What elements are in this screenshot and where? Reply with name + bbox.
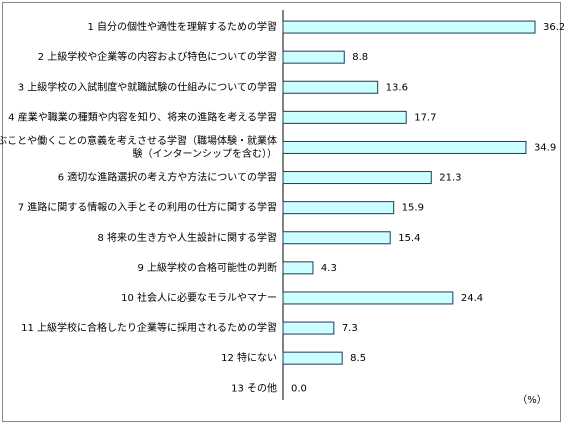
- bar: [282, 201, 395, 215]
- value-label: 8.5: [350, 353, 366, 364]
- bar: [282, 80, 379, 94]
- value-label: 15.9: [402, 203, 424, 214]
- bar: [282, 351, 343, 365]
- unit-label: （%）: [517, 394, 547, 406]
- bar: [282, 261, 314, 275]
- category-label: 6 適切な進路選択の考え方や方法についての学習: [58, 171, 277, 184]
- value-label: 8.8: [352, 52, 368, 63]
- category-label: 10 社会人に必要なモラルやマナー: [121, 291, 277, 304]
- value-label: 0.0: [291, 383, 307, 394]
- bar: [282, 50, 345, 64]
- category-label: 7 進路に関する情報の入手とその利用の仕方に関する学習: [18, 201, 277, 214]
- category-label: 5 学ぶことや働くことの意義を考えさせる学習（職場体験・就業体験（インターンシッ…: [0, 134, 277, 160]
- value-label: 24.4: [461, 293, 483, 304]
- value-label: 15.4: [398, 233, 420, 244]
- value-label: 21.3: [439, 173, 461, 184]
- category-label: 13 その他: [231, 381, 277, 394]
- category-label: 3 上級学校の入試制度や就職試験の仕組みについての学習: [18, 80, 277, 93]
- bar: [282, 321, 335, 335]
- bar: [282, 140, 527, 154]
- value-label: 4.3: [321, 263, 337, 274]
- category-label: 9 上級学校の合格可能性の判断: [137, 261, 277, 274]
- value-label: 34.9: [534, 142, 556, 153]
- bar: [282, 231, 391, 245]
- value-label: 17.7: [414, 112, 436, 123]
- category-label: 4 産業や職業の種類や内容を知り、将来の進路を考える学習: [8, 110, 277, 123]
- frame: [2, 2, 561, 422]
- category-label: 8 将来の生き方や人生設計に関する学習: [97, 231, 277, 244]
- value-label: 7.3: [342, 323, 358, 334]
- value-label: 36.2: [543, 22, 564, 33]
- category-label: 12 特にない: [221, 352, 277, 364]
- bar: [282, 291, 454, 305]
- category-label: 11 上級学校に合格したり企業等に採用されるための学習: [21, 321, 277, 334]
- bar: [282, 110, 407, 124]
- category-label: 1 自分の個性や適性を理解するための学習: [87, 20, 277, 33]
- bar: [282, 20, 536, 34]
- bar: [282, 171, 432, 185]
- category-label: 2 上級学校や企業等の内容および特色についての学習: [38, 50, 277, 63]
- value-label: 13.6: [386, 82, 408, 93]
